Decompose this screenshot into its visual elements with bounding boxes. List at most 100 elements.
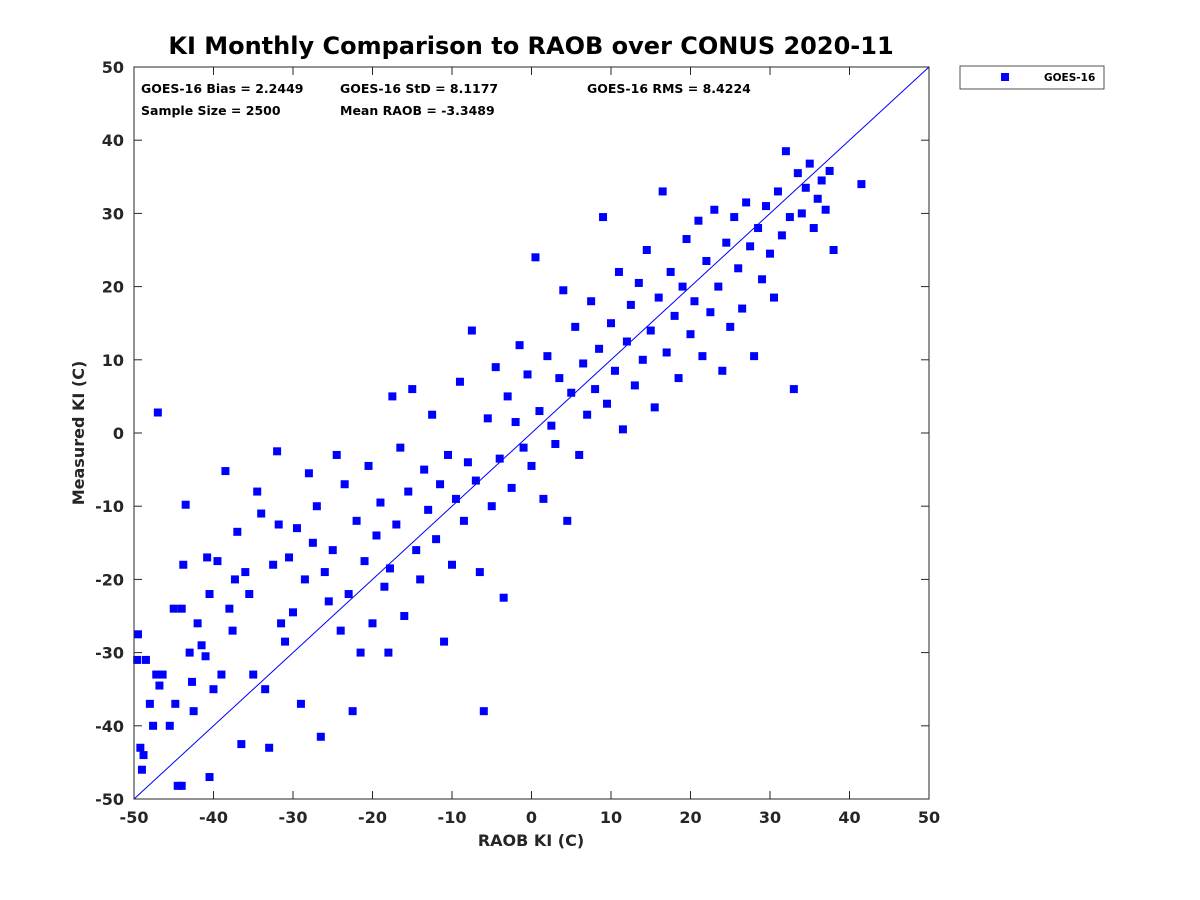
data-point <box>416 575 425 584</box>
data-point <box>181 500 190 509</box>
x-tick-label: -40 <box>199 808 228 827</box>
data-point <box>503 392 512 401</box>
data-point <box>630 381 639 390</box>
data-point <box>352 516 361 525</box>
data-point <box>396 443 405 452</box>
y-tick-label: 50 <box>102 58 124 77</box>
x-tick-label: 0 <box>526 808 537 827</box>
data-point <box>385 564 394 573</box>
data-point <box>296 699 305 708</box>
y-tick-label: -20 <box>95 570 124 589</box>
data-point <box>177 781 186 790</box>
data-point <box>388 392 397 401</box>
data-point <box>750 352 759 361</box>
data-point <box>666 267 675 276</box>
data-point <box>285 553 294 562</box>
data-point <box>527 461 536 470</box>
data-point <box>555 374 564 383</box>
data-point <box>292 524 301 533</box>
data-point <box>171 699 180 708</box>
x-tick-label: -50 <box>120 808 149 827</box>
data-point <box>539 494 548 503</box>
x-tick-label: 10 <box>600 808 622 827</box>
data-point <box>133 630 142 639</box>
data-point <box>289 608 297 617</box>
data-point <box>758 275 767 284</box>
data-point <box>483 414 492 423</box>
data-point <box>575 450 584 459</box>
data-point <box>158 670 167 679</box>
data-point <box>662 348 671 357</box>
data-point <box>813 194 822 203</box>
data-point <box>261 685 270 694</box>
data-point <box>185 648 194 657</box>
data-point <box>451 494 460 503</box>
data-point <box>316 732 325 741</box>
data-point <box>670 311 679 320</box>
data-point <box>678 282 687 291</box>
x-tick-label: 30 <box>759 808 781 827</box>
data-point <box>340 480 349 489</box>
data-point <box>785 213 794 222</box>
data-point <box>424 505 433 514</box>
y-tick-label: 0 <box>113 424 124 443</box>
data-point <box>515 341 524 350</box>
data-point <box>356 648 365 657</box>
data-point <box>177 604 186 613</box>
data-point <box>368 619 377 628</box>
data-point <box>459 516 468 525</box>
y-tick-label: -50 <box>95 790 124 809</box>
data-point <box>519 443 528 452</box>
legend-marker-goes-16 <box>1001 73 1009 81</box>
data-point <box>734 264 743 273</box>
data-point <box>702 256 711 265</box>
x-tick-label: 40 <box>838 808 860 827</box>
data-point <box>133 655 142 664</box>
data-point <box>726 322 735 331</box>
data-point <box>155 681 164 690</box>
y-axis-label: Measured KI (C) <box>69 361 88 506</box>
data-point <box>463 458 472 467</box>
data-point <box>420 465 429 474</box>
data-point <box>654 293 663 302</box>
data-point <box>507 483 516 492</box>
data-point <box>730 213 739 222</box>
stat-rms: GOES-16 RMS = 8.4224 <box>587 81 751 96</box>
data-point <box>237 740 246 749</box>
data-point <box>694 216 703 225</box>
data-point <box>551 439 560 448</box>
data-point <box>404 487 413 496</box>
data-point <box>722 238 731 247</box>
data-point <box>817 176 826 185</box>
data-point <box>304 469 313 478</box>
x-tick-label: -30 <box>279 808 308 827</box>
y-tick-label: 30 <box>102 204 124 223</box>
data-point <box>495 454 504 463</box>
data-point <box>595 344 604 353</box>
data-point <box>436 480 445 489</box>
data-point <box>698 352 707 361</box>
legend[interactable]: GOES-16 <box>959 65 1105 90</box>
data-point <box>332 450 341 459</box>
marker-layer <box>133 147 866 790</box>
data-point <box>857 180 866 189</box>
data-point <box>324 597 333 606</box>
data-point <box>587 297 596 306</box>
data-point <box>193 619 202 628</box>
data-point <box>746 242 755 251</box>
data-point <box>228 626 237 635</box>
data-point <box>188 677 197 686</box>
data-point <box>475 568 484 577</box>
data-point <box>479 707 488 716</box>
x-tick-label: 50 <box>918 808 940 827</box>
data-point <box>360 557 369 566</box>
y-tick-label: 20 <box>102 278 124 297</box>
y-tick-label: -10 <box>95 497 124 516</box>
data-point <box>145 699 154 708</box>
data-point <box>312 502 321 511</box>
data-point <box>380 582 389 591</box>
x-axis-label: RAOB KI (C) <box>478 831 584 850</box>
data-point <box>614 267 623 276</box>
